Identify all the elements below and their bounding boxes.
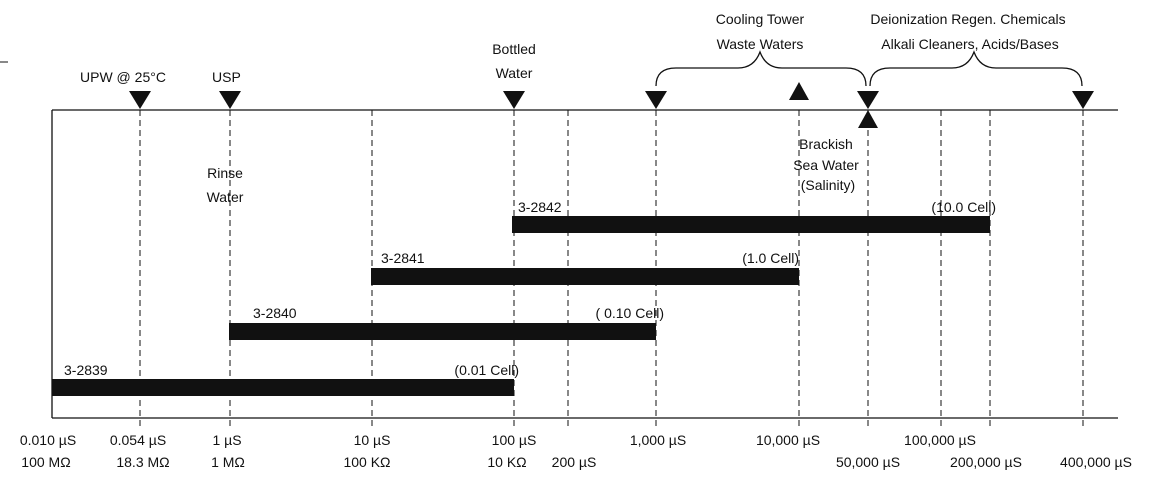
axis-label-10-ohm: 100 KΩ [343, 454, 390, 470]
deionization-label-line1: Deionization Regen. Chemicals [870, 11, 1065, 27]
down-markers [129, 91, 1094, 109]
deionization-label-line2: Alkali Cleaners, Acids/Bases [881, 36, 1058, 52]
axis-label-0010-ohm: 100 MΩ [21, 454, 70, 470]
axis-label-1000: 1,000 µS [630, 432, 686, 448]
up-markers [789, 82, 878, 128]
axis-label-100: 100 µS [492, 432, 537, 448]
axis-label-100000: 100,000 µS [904, 432, 976, 448]
deionization-brace [869, 50, 1083, 87]
axis-label-100-ohm: 10 KΩ [487, 454, 526, 470]
bottled-label-line2: Water [496, 65, 533, 81]
axis-label-400000: 400,000 µS [1060, 454, 1132, 470]
axis-labels: 0.010 µS 100 MΩ 0.054 µS 18.3 MΩ 1 µS 1 … [20, 432, 1132, 470]
axis-label-50000: 50,000 µS [836, 454, 900, 470]
bottled-label-line1: Bottled [492, 41, 536, 57]
usp-label: USP [212, 69, 241, 85]
range-bars [52, 216, 990, 396]
rinse-label-line1: Rinse [207, 165, 243, 181]
upw-label: UPW @ 25°C [80, 69, 166, 85]
cooling-tower-label-line2: Waste Waters [717, 36, 804, 52]
range-label-3-2840: 3-2840 [253, 305, 297, 321]
range-bar-3-2839 [52, 379, 514, 396]
axis-label-1-ohm: 1 MΩ [211, 454, 245, 470]
marker-400000-triangle [1072, 91, 1094, 109]
marker-brackish-triangle [789, 82, 809, 100]
brackish-label-line2: Sea Water [793, 157, 859, 173]
range-cell-3-2839: (0.01 Cell) [454, 362, 519, 378]
rinse-label-line2: Water [207, 189, 244, 205]
axis-label-0010: 0.010 µS [20, 432, 76, 448]
range-bar-3-2841 [371, 268, 799, 285]
range-cell-3-2840: ( 0.10 Cell) [596, 305, 664, 321]
range-cell-3-2842: (10.0 Cell) [931, 199, 996, 215]
marker-upw-triangle [129, 91, 151, 109]
axis-label-200: 200 µS [552, 454, 597, 470]
range-label-3-2839: 3-2839 [64, 362, 108, 378]
marker-bottled-triangle [503, 91, 525, 109]
marker-deion-triangle [857, 91, 879, 109]
range-bar-3-2840 [229, 323, 656, 340]
gridlines [139, 100, 1084, 426]
range-cell-3-2841: (1.0 Cell) [742, 250, 799, 266]
cooling-tower-brace [655, 50, 867, 87]
cooling-tower-label-line1: Cooling Tower [716, 11, 805, 27]
brackish-label-line3: (Salinity) [801, 177, 855, 193]
axis-label-10: 10 µS [354, 432, 391, 448]
axis-label-10000: 10,000 µS [756, 432, 820, 448]
brackish-label-line1: Brackish [799, 136, 853, 152]
range-label-3-2842: 3-2842 [518, 199, 562, 215]
marker-seawater-triangle [858, 110, 878, 128]
marker-usp-triangle [219, 91, 241, 109]
marker-cooling-triangle [645, 91, 667, 109]
range-label-3-2841: 3-2841 [381, 250, 425, 266]
axis-label-0054: 0.054 µS [110, 432, 166, 448]
range-bar-3-2842 [512, 216, 990, 233]
axis-label-1: 1 µS [212, 432, 241, 448]
axis-label-200000: 200,000 µS [950, 454, 1022, 470]
axis-label-0054-ohm: 18.3 MΩ [116, 454, 169, 470]
